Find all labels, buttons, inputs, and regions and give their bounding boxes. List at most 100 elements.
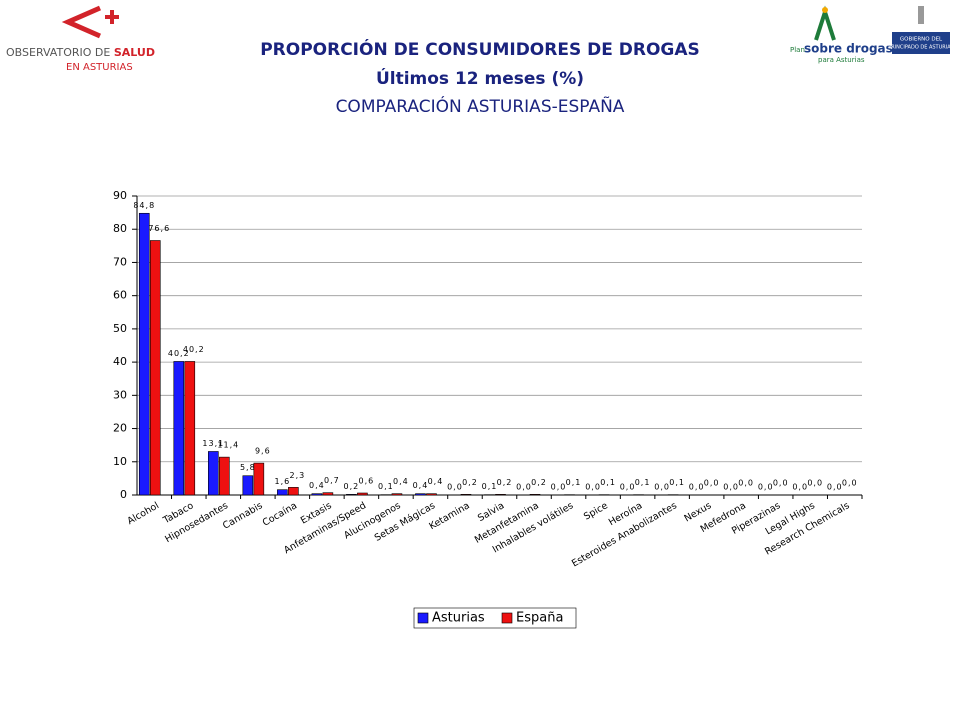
legend-label: España — [516, 611, 563, 626]
y-tick-label: 60 — [113, 289, 127, 302]
value-label: 0,1 — [635, 478, 651, 487]
gobierno-logo: GOBIERNO DEL PRINCIPADO DE ASTURIAS — [888, 6, 954, 54]
value-label: 76,6 — [148, 224, 170, 233]
bar — [322, 492, 334, 496]
logo-shape — [814, 5, 836, 41]
logo-dot — [822, 7, 828, 13]
value-label: 1,6 — [274, 477, 290, 486]
bar — [208, 451, 219, 496]
bar — [288, 487, 299, 496]
y-tick-label: 80 — [113, 222, 127, 235]
legend-swatch — [417, 612, 429, 624]
plot: 0102030405060708090Alcohol84,876,6Tabaco… — [113, 189, 863, 629]
x-tick-label: Hipnosedantes — [163, 500, 230, 545]
value-label: 0,6 — [359, 477, 375, 486]
logo-text: SALUD — [114, 46, 155, 59]
legend-label: Asturias — [432, 611, 485, 626]
observatorio-logo: OBSERVATORIO DE SALUD EN ASTURIAS — [6, 5, 155, 73]
value-label: 0,4 — [428, 477, 444, 486]
logo-crest — [918, 6, 924, 24]
value-label: 13,1 — [202, 439, 224, 448]
value-label: 0,0 — [807, 479, 823, 488]
y-tick-label: 50 — [113, 322, 127, 335]
value-label: 0,1 — [482, 482, 498, 491]
bar — [311, 493, 323, 496]
plan-logo: Plan sobre drogas para Asturias — [790, 5, 893, 64]
y-tick-label: 10 — [113, 455, 127, 468]
bar — [460, 494, 472, 496]
bar — [184, 361, 196, 496]
value-label: 40,2 — [183, 345, 205, 354]
value-label: 0,0 — [758, 483, 774, 492]
bar — [529, 494, 541, 496]
logo-text: PRINCIPADO DE ASTURIAS — [888, 45, 954, 51]
logo-text: Plan — [790, 46, 805, 54]
bar — [149, 240, 161, 496]
value-label: 0,0 — [551, 483, 567, 492]
value-label: 0,4 — [393, 477, 409, 486]
value-label: 40,2 — [168, 349, 190, 358]
y-tick-label: 20 — [113, 422, 127, 435]
legend-swatch — [501, 612, 513, 624]
value-label: 0,0 — [842, 479, 858, 488]
chart-title: PROPORCIÓN DE CONSUMIDORES DE DROGAS — [260, 38, 700, 60]
value-label: 0,1 — [566, 478, 582, 487]
value-label: 0,0 — [792, 483, 808, 492]
logo-text: OBSERVATORIO DE SALUD — [6, 46, 155, 59]
value-label: 0,0 — [827, 483, 843, 492]
y-tick-label: 40 — [113, 355, 127, 368]
value-label: 0,0 — [620, 483, 636, 492]
value-label: 0,0 — [447, 483, 463, 492]
value-label: 0,1 — [378, 482, 394, 491]
value-label: 0,0 — [516, 483, 532, 492]
x-tick-label: Cannabis — [221, 500, 265, 532]
value-label: 0,0 — [585, 483, 601, 492]
logo-text: OBSERVATORIO DE — [6, 46, 114, 59]
value-label: 0,0 — [689, 483, 705, 492]
bar — [415, 493, 426, 496]
value-label: 0,2 — [344, 482, 360, 491]
logo-text: sobre drogas — [804, 42, 893, 56]
bar — [138, 212, 150, 496]
value-label: 0,0 — [704, 479, 720, 488]
value-label: 0,1 — [600, 478, 616, 487]
bar — [426, 493, 437, 496]
y-tick-label: 70 — [113, 255, 127, 268]
logo-text: para Asturias — [818, 56, 865, 64]
legend-frame — [413, 607, 577, 629]
value-label: 0,0 — [723, 483, 739, 492]
value-label: 84,8 — [133, 201, 155, 210]
chart-subtitle: COMPARACIÓN ASTURIAS-ESPAÑA — [336, 95, 625, 117]
value-label: 0,2 — [497, 478, 513, 487]
x-tick-label: Spice — [582, 500, 610, 522]
logo-cross — [110, 10, 114, 24]
chart-subtitle: Últimos 12 meses (%) — [376, 67, 584, 89]
value-label: 0,0 — [654, 483, 670, 492]
bar — [277, 489, 288, 496]
bar — [357, 492, 368, 496]
y-tick-label: 0 — [120, 488, 127, 501]
y-tick-label: 30 — [113, 388, 127, 401]
value-label: 0,4 — [413, 481, 429, 490]
logo-text: EN ASTURIAS — [66, 62, 133, 73]
value-label: 9,6 — [255, 447, 271, 456]
value-label: 0,0 — [773, 479, 789, 488]
bar — [173, 361, 185, 496]
value-label: 0,7 — [324, 476, 340, 485]
bar — [242, 475, 254, 496]
bar — [253, 462, 265, 496]
bar — [391, 493, 403, 496]
value-label: 2,3 — [289, 471, 305, 480]
value-label: 5,8 — [240, 463, 256, 472]
value-label: 11,4 — [217, 441, 239, 450]
logo-text: GOBIERNO DEL — [900, 37, 943, 43]
value-label: 0,1 — [669, 478, 685, 487]
bar — [346, 494, 357, 496]
y-tick-label: 90 — [113, 189, 127, 202]
value-label: 0,2 — [462, 478, 478, 487]
value-label: 0,4 — [309, 481, 325, 490]
value-label: 0,2 — [531, 478, 547, 487]
logo-box — [892, 32, 950, 54]
value-label: 0,0 — [738, 479, 754, 488]
